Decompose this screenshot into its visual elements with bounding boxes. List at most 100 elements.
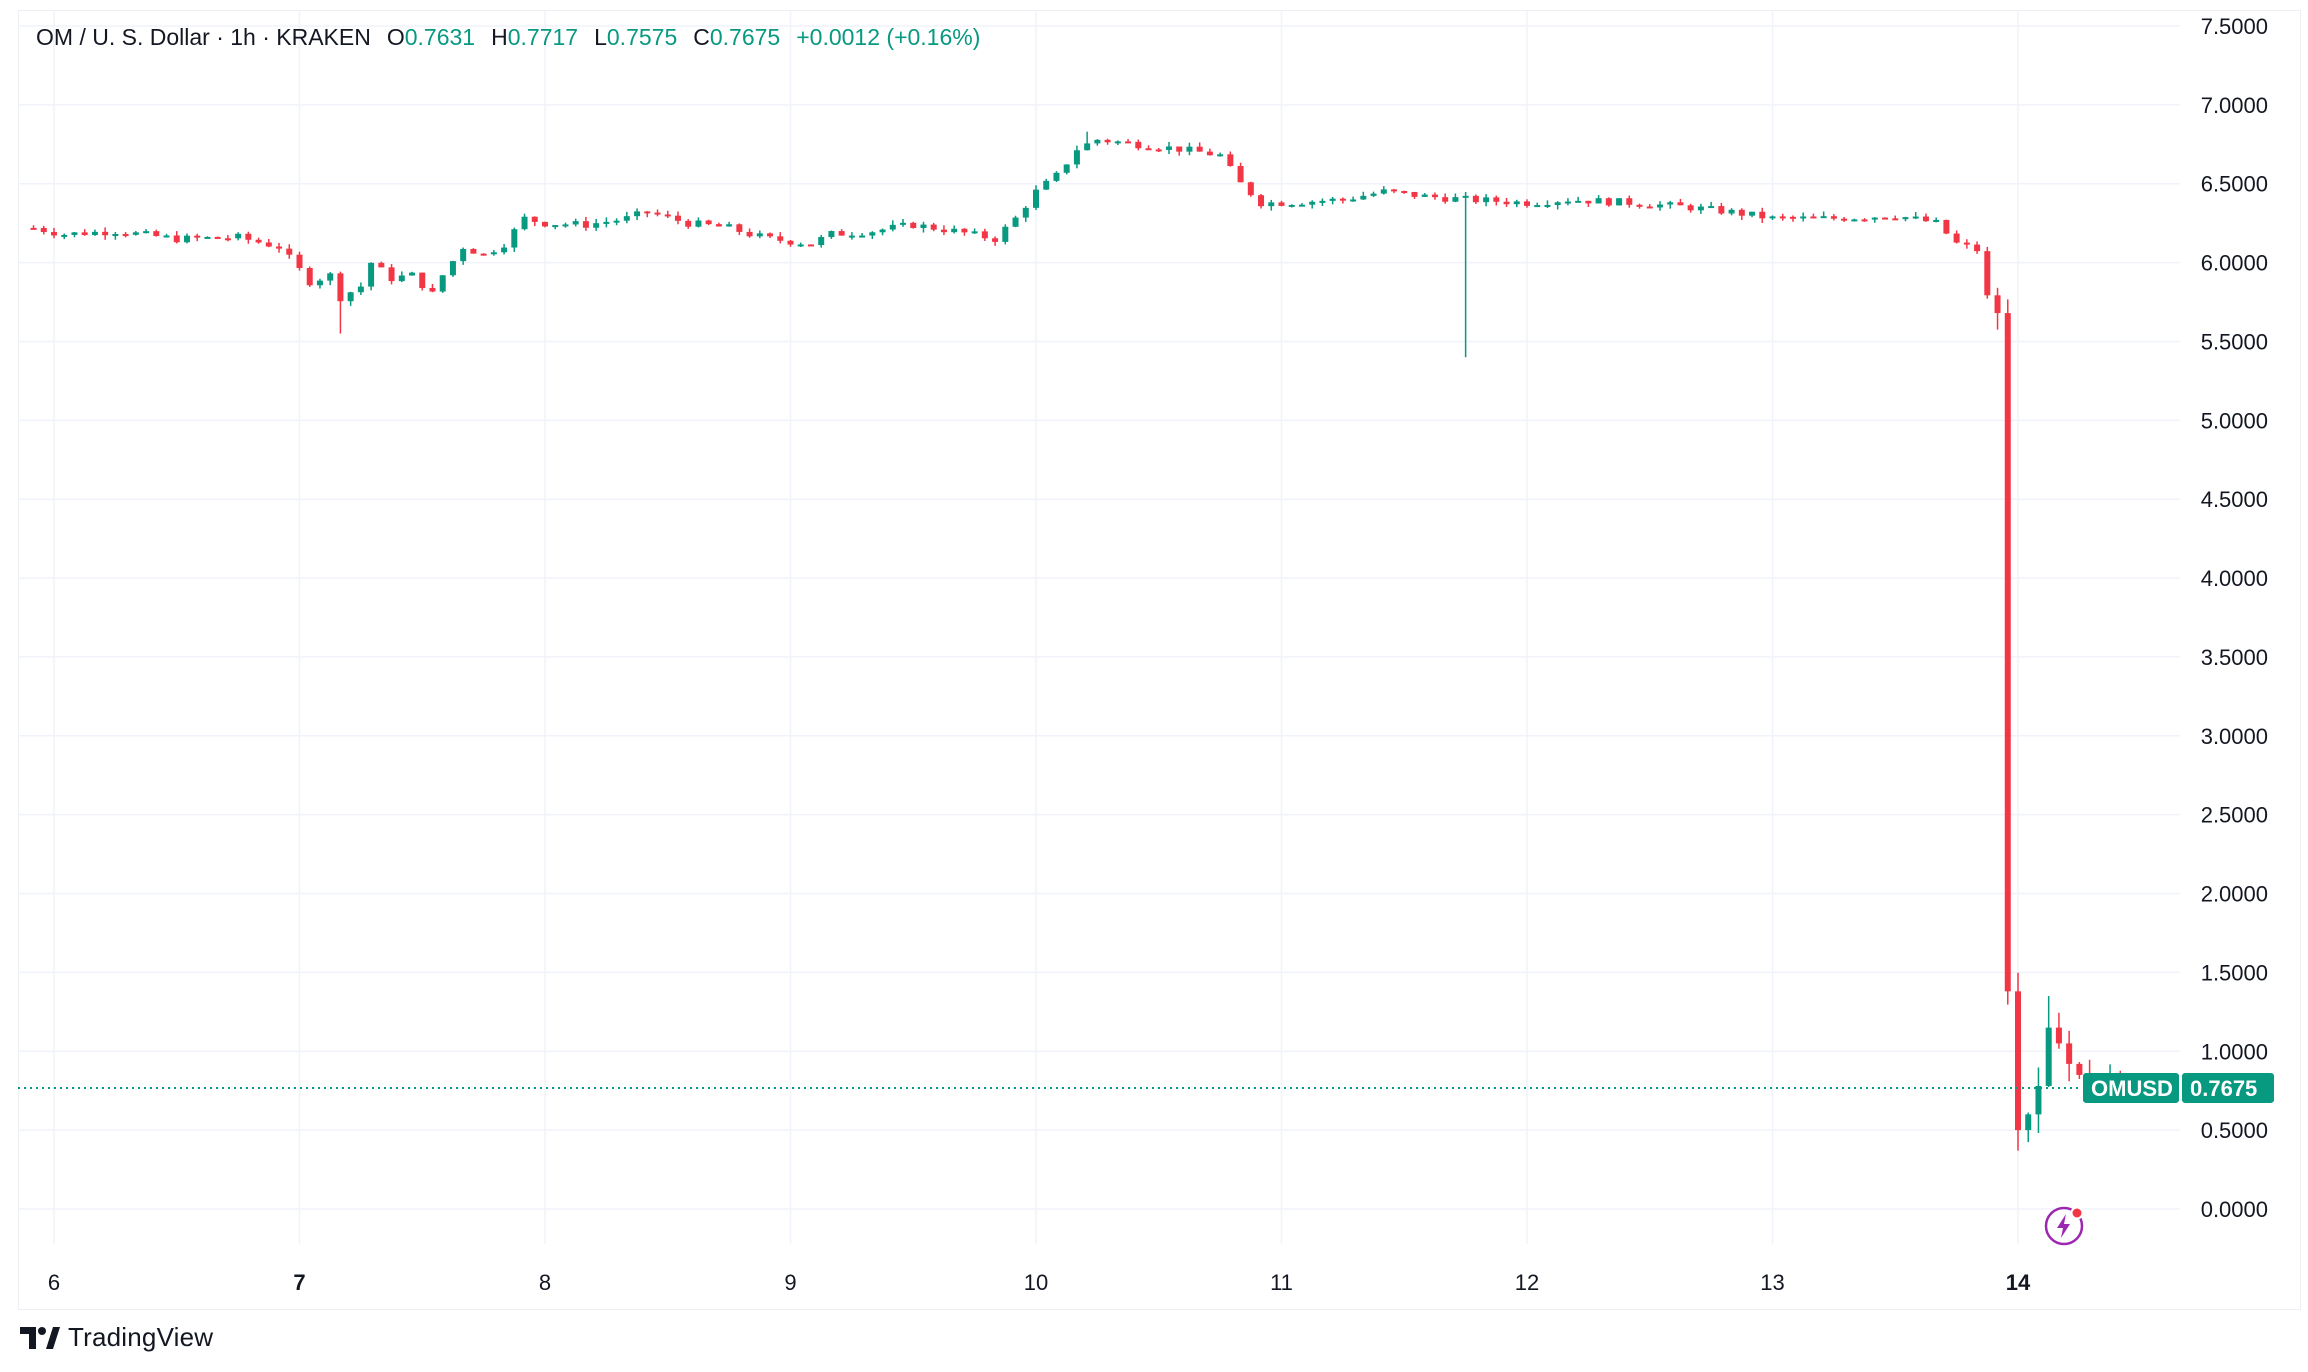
candle-body	[2004, 313, 2011, 992]
candle-body	[1084, 143, 1091, 151]
price-tag-value-bg	[2182, 1072, 2274, 1103]
candle-body	[2015, 991, 2021, 1131]
time-tick-label: 10	[1024, 1270, 1048, 1295]
candle-body	[1145, 148, 1152, 151]
time-tick-label: 9	[784, 1270, 796, 1295]
candle-body	[1114, 141, 1121, 144]
candle-body	[838, 231, 845, 236]
candle-body	[1350, 199, 1357, 202]
time-tick-label: 6	[48, 1270, 60, 1295]
price-tick-label: 2.5000	[2201, 803, 2268, 828]
candle-body	[1452, 197, 1459, 202]
candle-body	[695, 220, 702, 227]
candle-body	[685, 220, 692, 227]
candle-body	[1411, 191, 1418, 197]
price-tick-label: 6.5000	[2201, 172, 2268, 197]
candle-body	[705, 220, 712, 225]
candle-body	[1636, 204, 1643, 207]
candle-body	[71, 232, 78, 235]
candle-body	[1687, 205, 1694, 211]
candle-body	[388, 267, 395, 282]
candle-body	[1196, 146, 1203, 152]
candle-body	[51, 232, 57, 236]
candle-body	[787, 240, 794, 245]
time-tick-label: 12	[1515, 1270, 1539, 1295]
candle-body	[419, 272, 426, 288]
candle-body	[490, 252, 497, 255]
candle-body	[828, 231, 835, 238]
candle-body	[1677, 202, 1684, 206]
candle-body	[122, 234, 129, 237]
candle-body	[327, 273, 334, 281]
candle-body	[1472, 195, 1479, 203]
brand-name: TradingView	[68, 1322, 214, 1352]
candle-body	[163, 235, 170, 238]
candle-body	[1063, 164, 1070, 173]
candle-body	[1043, 180, 1050, 190]
candle-body	[562, 224, 569, 227]
open-label: O	[386, 24, 405, 50]
candle-body	[1892, 218, 1899, 221]
time-tick-label: 14	[2006, 1270, 2031, 1295]
candle-body	[276, 246, 283, 249]
candle-body	[460, 248, 467, 262]
candle-body	[501, 247, 508, 253]
candle-body	[951, 228, 958, 233]
candle-body	[1789, 216, 1796, 219]
tradingview-logo[interactable]: TradingView	[20, 1322, 213, 1353]
candle-body	[930, 224, 937, 230]
price-axis[interactable]: 0.0000 0.5000 1.0000 1.5000 2.0000 2.5000 3.00…	[2201, 14, 2268, 1222]
candle-body	[1104, 139, 1111, 143]
candle-body	[1442, 197, 1449, 202]
candle-body	[1380, 189, 1387, 194]
price-tick-label: 4.5000	[2201, 487, 2268, 512]
price-tick-label: 0.0000	[2201, 1197, 2268, 1222]
candle-body	[1718, 206, 1725, 214]
candle-body	[1616, 198, 1623, 206]
price-tick-label: 3.0000	[2201, 724, 2268, 749]
candle-body	[623, 216, 630, 221]
candle-body	[470, 248, 477, 254]
lightning-icon[interactable]	[2042, 1204, 2086, 1248]
candle-body	[1002, 226, 1009, 242]
candle-body	[1575, 200, 1582, 203]
candle-body	[1237, 165, 1244, 183]
candle-body	[1605, 198, 1612, 206]
candle-body	[1585, 200, 1592, 204]
time-axis[interactable]: 6 7 8 9 10 11 12 13 14	[48, 1270, 2031, 1295]
close-label: C	[693, 24, 710, 50]
candle-body	[1125, 141, 1132, 144]
candle-body	[235, 233, 242, 239]
candle-body	[981, 231, 988, 239]
candle-body	[1626, 198, 1633, 205]
candle-body	[521, 216, 528, 230]
price-tick-label: 3.5000	[2201, 645, 2268, 670]
candle-body	[1800, 216, 1807, 219]
candle-body	[1667, 202, 1674, 205]
candle-body	[572, 221, 579, 225]
candle-body	[204, 236, 211, 239]
candles	[30, 131, 2124, 1151]
candle-body	[1697, 206, 1704, 211]
candle-body	[910, 222, 917, 229]
last-price-tag: OMUSD 0.7675	[2083, 1072, 2274, 1103]
candle-body	[1810, 216, 1817, 219]
low-value: 0.7575	[606, 24, 678, 50]
candle-body	[1073, 150, 1080, 165]
time-tick-label: 11	[1270, 1270, 1293, 1295]
candle-body	[2055, 1027, 2062, 1044]
candle-body	[1902, 217, 1909, 220]
candle-body	[153, 231, 160, 236]
candle-body	[409, 272, 416, 276]
candle-body	[398, 275, 405, 282]
candle-body	[1861, 219, 1868, 222]
candle-body	[296, 254, 303, 269]
symbol-title[interactable]: OM / U. S. Dollar · 1h · KRAKEN	[36, 24, 371, 50]
candle-body	[357, 286, 364, 293]
candle-body	[61, 234, 68, 237]
chart-frame[interactable]	[18, 10, 2301, 1310]
low-label: L	[594, 24, 607, 50]
candle-body	[879, 229, 886, 233]
candle-body	[1871, 217, 1878, 220]
